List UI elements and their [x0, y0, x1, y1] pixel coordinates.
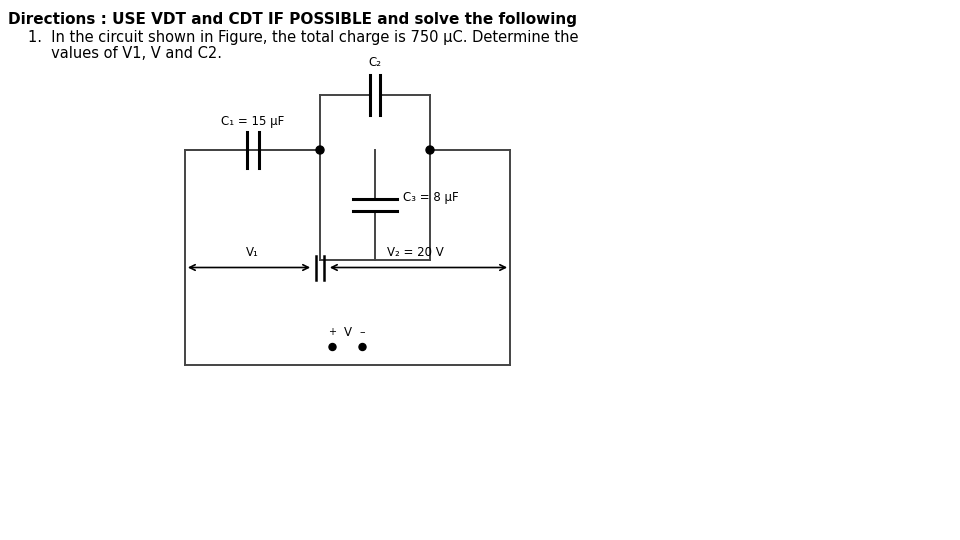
Text: V: V	[344, 326, 351, 339]
Text: C₁ = 15 μF: C₁ = 15 μF	[221, 115, 284, 128]
Circle shape	[316, 146, 324, 154]
Text: 1.  In the circuit shown in Figure, the total charge is 750 μC. Determine the: 1. In the circuit shown in Figure, the t…	[28, 30, 579, 45]
Text: –: –	[360, 327, 366, 337]
Text: V₁: V₁	[246, 246, 259, 260]
Text: Directions : USE VDT and CDT IF POSSIBLE and solve the following: Directions : USE VDT and CDT IF POSSIBLE…	[8, 12, 577, 27]
Text: V₂ = 20 V: V₂ = 20 V	[387, 246, 444, 260]
Circle shape	[359, 343, 366, 350]
Circle shape	[426, 146, 434, 154]
Text: C₂: C₂	[369, 56, 381, 69]
Text: values of V1, V and C2.: values of V1, V and C2.	[28, 46, 222, 61]
Text: +: +	[328, 327, 337, 337]
Circle shape	[329, 343, 336, 350]
Text: C₃ = 8 μF: C₃ = 8 μF	[403, 191, 459, 204]
